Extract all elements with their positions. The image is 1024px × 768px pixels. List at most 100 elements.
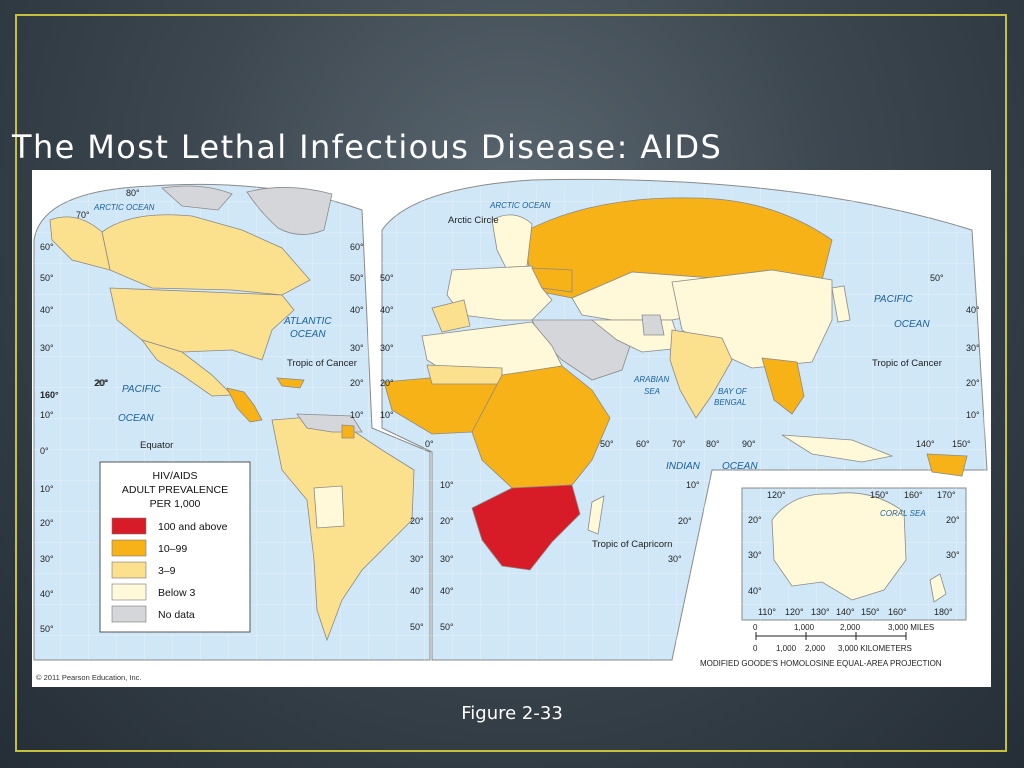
label-arctic-ocean-right: ARCTIC OCEAN: [489, 201, 551, 210]
lat-label: 40°: [966, 305, 980, 315]
label-tropic-cancer-right: Tropic of Cancer: [872, 358, 942, 369]
region-central-america: [226, 387, 263, 423]
region-ukraine: [531, 267, 573, 293]
region-usa: [109, 287, 295, 361]
lat-label: 50°: [40, 624, 54, 634]
label-pacific-right-1: PACIFIC: [874, 294, 913, 305]
lat-label: 30°: [668, 554, 682, 564]
lat-label: 20°: [440, 516, 454, 526]
scale-miles-0: 0: [753, 623, 758, 632]
region-japan: [831, 285, 851, 323]
lat-label: 10°: [380, 410, 394, 420]
region-bolivia: [313, 485, 345, 529]
lat-label: 0°: [425, 439, 434, 449]
slide-frame: [15, 14, 1007, 752]
label-pacific-left-2: OCEAN: [118, 413, 154, 424]
label-arctic-circle: Arctic Circle: [448, 215, 499, 226]
lat-label: 10°: [350, 410, 364, 420]
legend-title-1: HIV/AIDS: [153, 470, 198, 482]
region-indonesia: [781, 434, 894, 463]
inset-lon-label: 140°: [836, 607, 855, 617]
legend-title-3: PER 1,000: [150, 498, 201, 510]
lon-label: 80°: [706, 439, 720, 449]
region-greenland: [246, 187, 333, 235]
lon-label: 50°: [600, 439, 614, 449]
inset-lat-label: 30°: [748, 550, 762, 560]
scale-km-3000: 3,000 KILOMETERS: [838, 644, 912, 653]
projection-note: MODIFIED GOODE'S HOMOLOSINE EQUAL-AREA P…: [700, 659, 942, 668]
region-india: [669, 329, 733, 419]
lat-label: 70°: [76, 210, 90, 220]
lat-label: 20°: [678, 516, 692, 526]
lat-label: 20°: [40, 518, 54, 528]
lat-label: 20°: [95, 378, 109, 388]
lat-label: 40°: [440, 586, 454, 596]
lat-label: 80°: [126, 188, 140, 198]
lat-label: 30°: [380, 343, 394, 353]
legend-label-100-plus: 100 and above: [158, 521, 228, 533]
region-sahel: [426, 364, 503, 385]
label-atlantic-2: OCEAN: [290, 329, 326, 340]
lat-label: 40°: [40, 305, 54, 315]
region-central-east-africa: [471, 365, 611, 489]
region-southern-africa: [471, 484, 581, 571]
region-caribbean: [276, 377, 305, 389]
legend-swatch-3-9: [111, 561, 147, 579]
lat-label: 60°: [350, 242, 364, 252]
legend-title-2: ADULT PREVALENCE: [122, 484, 228, 496]
lon-label: 70°: [672, 439, 686, 449]
scale-km-1000: 1,000: [776, 644, 797, 653]
lon-label-160: 160°: [40, 390, 59, 400]
label-tropic-cancer-left: Tropic of Cancer: [287, 358, 357, 369]
inset-lat-label: 20°: [748, 515, 762, 525]
lat-label: 60°: [40, 242, 54, 252]
lat-label: 20°: [350, 378, 364, 388]
lat-label: 40°: [410, 586, 424, 596]
lat-label: 10°: [40, 484, 54, 494]
scale-miles-3000: 3,000 MILES: [888, 623, 934, 632]
lon-label: 150°: [952, 439, 971, 449]
legend-label-below-3: Below 3: [158, 587, 196, 599]
inset-lon-label: 160°: [904, 490, 923, 500]
lat-label: 10°: [966, 410, 980, 420]
region-southeast-asia: [761, 357, 805, 415]
region-afghanistan: [641, 314, 665, 336]
lon-label: 90°: [742, 439, 756, 449]
label-pacific-left-1: PACIFIC: [122, 384, 161, 395]
region-alaska: [49, 216, 111, 271]
label-atlantic-1: ATLANTIC: [283, 316, 332, 327]
scale-bar: 0 1,000 2,000 3,000 MILES 0 1,000 2,000 …: [753, 623, 934, 653]
legend-swatch-100-plus: [111, 517, 147, 535]
legend-label-10-99: 10–99: [158, 543, 187, 555]
inset-lon-label: 160°: [888, 607, 907, 617]
lat-label: 40°: [350, 305, 364, 315]
inset-lat-label: 30°: [946, 550, 960, 560]
lat-label: 40°: [380, 305, 394, 315]
world-map: ARCTIC OCEAN ARCTIC OCEAN ATLANTIC OCEAN…: [33, 178, 989, 682]
legend-swatch-below-3: [111, 583, 147, 601]
lon-label: 60°: [636, 439, 650, 449]
inset-lon-label: 120°: [767, 490, 786, 500]
label-bengal-2: BENGAL: [714, 398, 746, 407]
inset-lon-label: 180°: [934, 607, 953, 617]
inset-lon-label: 170°: [937, 490, 956, 500]
legend-swatch-10-99: [111, 539, 147, 557]
lat-label: 50°: [410, 622, 424, 632]
lat-label: 40°: [40, 589, 54, 599]
legend: HIV/AIDS ADULT PREVALENCE PER 1,000 100 …: [99, 461, 251, 633]
lat-label: 30°: [440, 554, 454, 564]
region-russia: [523, 197, 833, 299]
lon-label: 140°: [916, 439, 935, 449]
scale-km-0: 0: [753, 644, 758, 653]
scale-km-2000: 2,000: [805, 644, 826, 653]
lat-label: 20°: [410, 516, 424, 526]
figure-caption: Figure 2-33: [461, 703, 563, 724]
lat-label: 10°: [440, 480, 454, 490]
lat-label: 30°: [40, 343, 54, 353]
region-papua: [926, 453, 968, 477]
lat-label: 50°: [930, 273, 944, 283]
lat-label: 0°: [40, 446, 49, 456]
inset-lon-label: 120°: [785, 607, 804, 617]
inset-lon-label: 150°: [861, 607, 880, 617]
label-equator: Equator: [140, 440, 173, 451]
